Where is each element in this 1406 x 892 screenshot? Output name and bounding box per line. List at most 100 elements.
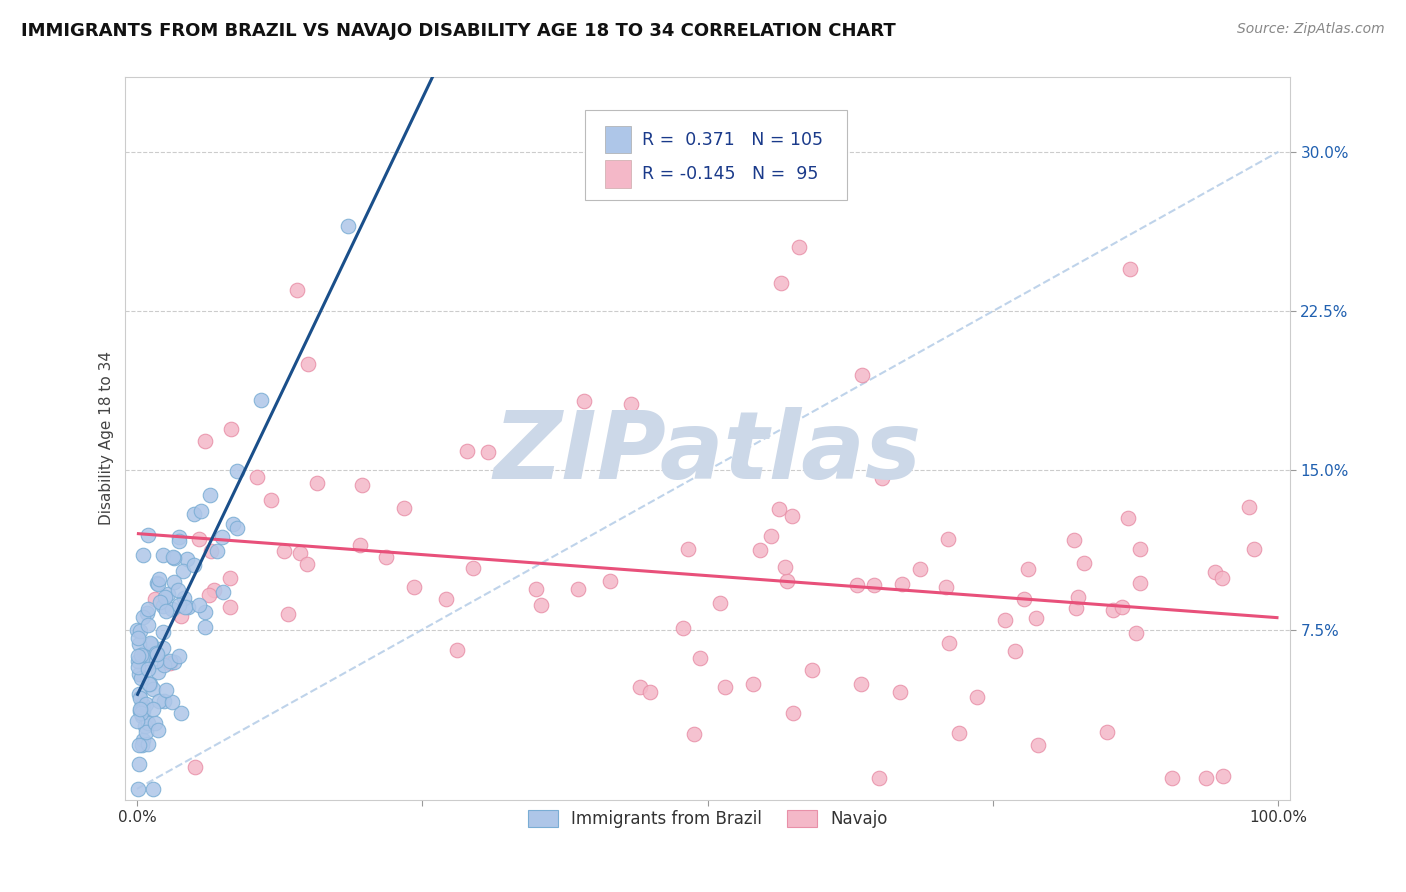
Point — [143, 647, 166, 661]
Point — [689, 651, 711, 665]
Point — [135, 697, 157, 711]
Text: R = -0.145   N =  95: R = -0.145 N = 95 — [643, 165, 818, 183]
Point — [143, 716, 166, 731]
Point — [776, 574, 799, 588]
Point — [134, 719, 156, 733]
Point — [152, 640, 174, 655]
Point — [138, 677, 160, 691]
Point — [127, 781, 149, 796]
Point — [167, 533, 190, 548]
Point — [994, 614, 1017, 628]
Point — [456, 444, 478, 458]
Point — [1004, 644, 1026, 658]
Bar — [605, 126, 631, 153]
Point — [146, 723, 169, 737]
Point — [676, 542, 699, 557]
Point — [163, 550, 186, 565]
Point — [177, 599, 200, 614]
Point — [889, 685, 911, 699]
Point — [868, 772, 890, 786]
Point — [714, 680, 737, 694]
Point — [136, 527, 159, 541]
Point — [145, 646, 167, 660]
Point — [128, 704, 150, 718]
Point — [567, 582, 589, 597]
Point — [128, 738, 150, 752]
Point — [463, 561, 485, 575]
Point — [446, 642, 468, 657]
Point — [146, 576, 169, 591]
Point — [211, 531, 233, 545]
Point — [709, 596, 731, 610]
Point — [139, 676, 162, 690]
Point — [225, 521, 247, 535]
Point — [127, 654, 149, 668]
Point — [1125, 626, 1147, 640]
Point — [222, 517, 245, 532]
Point — [1025, 610, 1047, 624]
Point — [273, 543, 295, 558]
Point — [225, 464, 247, 478]
Point — [1239, 500, 1261, 515]
Point — [131, 698, 153, 712]
Point — [155, 683, 177, 698]
Point — [787, 240, 810, 254]
Point — [173, 591, 195, 606]
FancyBboxPatch shape — [585, 110, 848, 200]
Point — [128, 666, 150, 681]
Point — [1017, 562, 1039, 576]
Point — [153, 590, 176, 604]
Point — [146, 665, 169, 679]
Point — [297, 357, 319, 371]
Point — [132, 610, 155, 624]
Point — [162, 549, 184, 564]
Point — [741, 677, 763, 691]
Point — [202, 582, 225, 597]
Point — [129, 702, 152, 716]
Point — [599, 574, 621, 588]
Point — [350, 477, 373, 491]
Point — [138, 662, 160, 676]
Point — [127, 623, 149, 637]
Point — [163, 655, 186, 669]
Point — [404, 580, 426, 594]
Point — [153, 657, 176, 672]
Point — [1119, 261, 1142, 276]
Point — [155, 604, 177, 618]
Bar — [605, 161, 631, 188]
Point — [131, 738, 153, 752]
Point — [782, 706, 804, 720]
Point — [851, 677, 873, 691]
Point — [127, 631, 149, 645]
Point — [1195, 772, 1218, 786]
Point — [768, 502, 790, 516]
Point — [966, 690, 988, 704]
Point — [1211, 571, 1233, 585]
Point — [935, 580, 957, 594]
Point — [131, 704, 153, 718]
Point — [128, 757, 150, 772]
Point — [434, 591, 457, 606]
Point — [205, 544, 228, 558]
Point — [152, 599, 174, 614]
Point — [183, 508, 205, 522]
Point — [1095, 725, 1118, 739]
Point — [160, 695, 183, 709]
Point — [219, 422, 242, 436]
Point — [135, 725, 157, 739]
Point — [132, 702, 155, 716]
Point — [170, 609, 193, 624]
Point — [297, 557, 319, 571]
Point — [131, 708, 153, 723]
Point — [131, 698, 153, 712]
Point — [260, 493, 283, 508]
Point — [145, 654, 167, 668]
Point — [176, 551, 198, 566]
Point — [200, 543, 222, 558]
Point — [136, 715, 159, 730]
Point — [188, 532, 211, 546]
Point — [138, 636, 160, 650]
Point — [938, 532, 960, 546]
Point — [288, 546, 311, 560]
Point — [890, 577, 912, 591]
